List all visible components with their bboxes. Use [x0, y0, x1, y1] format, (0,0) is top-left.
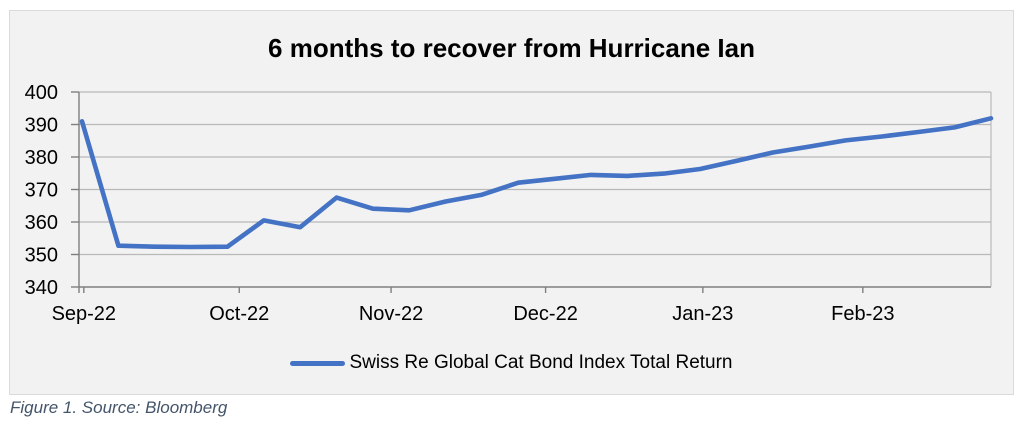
figure-caption: Figure 1. Source: Bloomberg — [10, 398, 228, 417]
chart-legend: Swiss Re Global Cat Bond Index Total Ret… — [10, 351, 1013, 375]
x-tick-label: Nov-22 — [359, 303, 423, 325]
x-tick-label: Feb-23 — [831, 303, 894, 325]
x-tick-label: Oct-22 — [209, 303, 269, 325]
y-tick-label: 370 — [25, 180, 58, 202]
y-tick-label: 380 — [25, 147, 58, 169]
y-tick-label: 350 — [25, 245, 58, 267]
y-tick-label: 360 — [25, 212, 58, 234]
chart-title: 6 months to recover from Hurricane Ian — [268, 33, 755, 63]
chart-figure: 6 months to recover from Hurricane Ian 4… — [9, 10, 1014, 395]
line-chart-plot: 400 390 380 370 360 350 340 Sep-22 Oct-22 Nov-22 D… — [25, 82, 994, 325]
x-tick-label: Dec-22 — [513, 303, 577, 325]
series-line-swiss-re-cat-bond-index — [79, 116, 994, 250]
legend-line-swatch — [290, 360, 346, 366]
y-tick-label: 390 — [25, 115, 58, 137]
x-tick-label: Sep-22 — [52, 303, 117, 325]
y-tick-label: 340 — [25, 277, 58, 299]
y-tick-label: 400 — [25, 82, 58, 104]
legend-label: Swiss Re Global Cat Bond Index Total Ret… — [349, 352, 733, 373]
x-tick-label: Jan-23 — [672, 303, 733, 325]
